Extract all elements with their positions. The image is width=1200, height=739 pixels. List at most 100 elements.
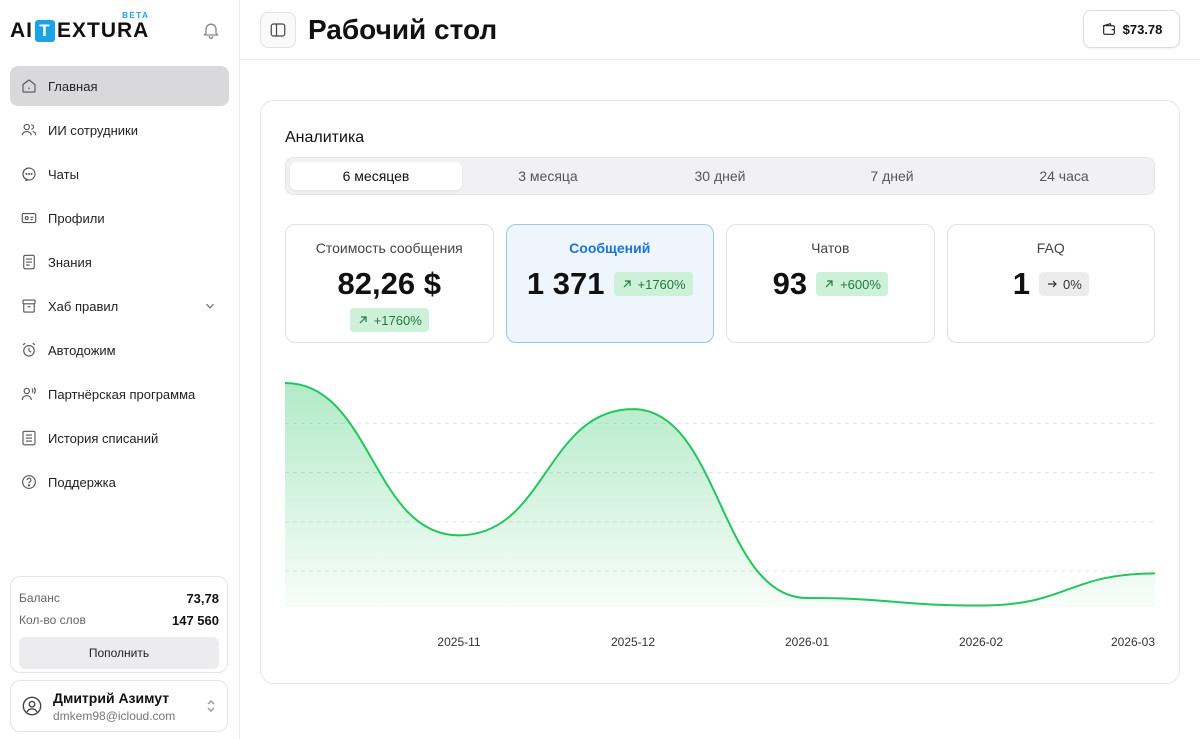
- wallet-amount: $73.78: [1122, 21, 1163, 37]
- sidebar-item-label: Хаб правил: [48, 298, 119, 314]
- stat-value: 93: [772, 266, 808, 301]
- sidebar-item-label: Профили: [48, 210, 105, 226]
- stat-faq[interactable]: FAQ 1 0%: [946, 224, 1155, 343]
- wallet-balance-button[interactable]: $73.78: [1083, 10, 1180, 48]
- sidebar-item-home[interactable]: Главная: [10, 66, 229, 106]
- list-icon: [22, 430, 36, 446]
- trend-badge-text: +1760%: [373, 312, 422, 328]
- balance-label: Баланс: [19, 591, 60, 605]
- tab-6-months[interactable]: 6 месяцев: [290, 162, 462, 190]
- sidebar-item-label: Поддержка: [48, 474, 116, 490]
- x-tick-label: 2026-03: [1111, 635, 1155, 649]
- logo-text-left: AI: [10, 19, 33, 42]
- logo[interactable]: AI T EXTURA BETA: [10, 11, 150, 43]
- chevron-down-icon[interactable]: [203, 299, 217, 313]
- sidebar-item-label: Знания: [48, 254, 92, 270]
- stat-value: 1 371: [526, 266, 605, 301]
- logo-row: AI T EXTURA BETA: [0, 0, 239, 62]
- stat-value: 82,26 $: [337, 266, 441, 301]
- users-icon: [21, 123, 37, 136]
- sidebar-item-label: Автодожим: [48, 342, 116, 358]
- toggle-sidebar-button[interactable]: [260, 11, 296, 48]
- sidebar-item-rules-hub[interactable]: Хаб правил: [10, 286, 229, 326]
- sidebar-item-ai-employees[interactable]: ИИ сотрудники: [10, 110, 229, 150]
- tab-3-months[interactable]: 3 месяца: [518, 168, 578, 184]
- messages-area-chart: 2025-11 2025-12 2026-01 2026-02 2026-03: [285, 382, 1155, 649]
- words-value: 147 560: [172, 612, 219, 628]
- stat-chats[interactable]: Чатов 93 +600%: [726, 224, 935, 343]
- balance-row: Баланс 73,78: [19, 587, 219, 609]
- stat-row: 1 0%: [1013, 266, 1089, 302]
- user-name: Дмитрий Азимут: [53, 689, 170, 706]
- analytics-card: Аналитика 6 месяцев 3 месяца 30 дней 7 д…: [260, 100, 1180, 684]
- trend-badge: +1760%: [349, 308, 429, 332]
- trend-badge: +1760%: [613, 272, 693, 296]
- sidebar-item-label: История списаний: [48, 430, 159, 446]
- tab-7-days[interactable]: 7 дней: [870, 168, 914, 184]
- stat-messages[interactable]: Сообщений 1 371 +1760%: [505, 224, 714, 343]
- logo-text-right: EXTURA: [57, 19, 150, 42]
- sidebar-item-partner[interactable]: Партнёрская программа: [10, 374, 229, 414]
- data-point[interactable]: [456, 532, 462, 538]
- stat-label: Стоимость сообщения: [315, 240, 463, 256]
- sidebar-item-autofollowup[interactable]: Автодожим: [10, 330, 229, 370]
- user-info: Дмитрий Азимут dmkem98@icloud.com: [53, 690, 205, 723]
- user-avatar-icon: [22, 696, 42, 716]
- stat-label: Чатов: [811, 240, 850, 256]
- tab-24-hours[interactable]: 24 часа: [1039, 168, 1089, 184]
- sidebar-item-label: ИИ сотрудники: [48, 122, 138, 138]
- series-line: [285, 382, 1155, 607]
- beta-label: BETA: [122, 11, 150, 20]
- arrow-up-right-icon: [359, 316, 367, 324]
- sidebar-panel-icon: [270, 22, 286, 37]
- arrow-right-icon: [1047, 280, 1057, 288]
- period-tabs: 6 месяцев 3 месяца 30 дней 7 дней 24 час…: [285, 157, 1155, 195]
- trend-badge: 0%: [1038, 272, 1089, 296]
- balance-value: 73,78: [186, 590, 219, 606]
- stat-row: 1 371 +1760%: [527, 266, 693, 302]
- logo-t-box: T: [35, 20, 55, 42]
- topbar: Рабочий стол $73.78: [240, 0, 1200, 60]
- stat-message-cost[interactable]: Стоимость сообщения 82,26 $ +1760%: [285, 224, 494, 343]
- sidebar-item-label: Главная: [48, 78, 98, 94]
- user-menu[interactable]: Дмитрий Азимут dmkem98@icloud.com: [10, 680, 228, 732]
- user-email: dmkem98@icloud.com: [53, 708, 176, 723]
- trend-badge-text: +1760%: [637, 276, 686, 292]
- home-icon: [22, 79, 36, 93]
- words-row: Кол-во слов 147 560: [19, 609, 219, 631]
- data-point[interactable]: [630, 406, 636, 412]
- arrow-up-right-icon: [623, 280, 631, 288]
- chat-icon: [22, 167, 36, 182]
- sidebar-item-knowledge[interactable]: Знания: [10, 242, 229, 282]
- wallet-icon: [1102, 22, 1115, 35]
- sidebar-item-chats[interactable]: Чаты: [10, 154, 229, 194]
- stat-row: 82,26 $: [338, 266, 441, 302]
- topup-button[interactable]: Пополнить: [19, 637, 219, 669]
- main-area: Рабочий стол $73.78 Аналитика 6 месяцев …: [240, 0, 1200, 739]
- words-label: Кол-во слов: [19, 613, 86, 627]
- sidebar-item-profiles[interactable]: Профили: [10, 198, 229, 238]
- x-tick-label: 2025-12: [611, 635, 655, 649]
- archive-icon: [22, 299, 36, 313]
- stat-value: 1: [1012, 266, 1030, 301]
- tab-30-days[interactable]: 30 дней: [694, 168, 746, 184]
- page-title: Рабочий стол: [308, 13, 498, 45]
- x-tick-label: 2026-02: [959, 635, 1003, 649]
- stat-label: Сообщений: [569, 240, 651, 256]
- data-point[interactable]: [804, 595, 810, 601]
- bell-icon[interactable]: [201, 20, 221, 40]
- sidebar-nav: Главная ИИ сотрудники Чаты Профили Знани…: [0, 62, 239, 510]
- data-point[interactable]: [978, 603, 984, 609]
- partner-icon: [21, 387, 36, 401]
- alarm-clock-icon: [22, 342, 36, 357]
- sidebar-item-support[interactable]: Поддержка: [10, 462, 229, 502]
- x-tick-label: 2025-11: [437, 635, 480, 649]
- sidebar: AI T EXTURA BETA Главная ИИ сотрудники Ч…: [0, 0, 240, 739]
- sidebar-item-label: Партнёрская программа: [48, 386, 196, 402]
- chevron-updown-icon[interactable]: [205, 698, 217, 714]
- profile-card-icon: [21, 212, 37, 224]
- sidebar-item-billing-history[interactable]: История списаний: [10, 418, 229, 458]
- analytics-title: Аналитика: [285, 129, 365, 146]
- x-tick-label: 2026-01: [785, 635, 829, 649]
- document-icon: [23, 254, 35, 270]
